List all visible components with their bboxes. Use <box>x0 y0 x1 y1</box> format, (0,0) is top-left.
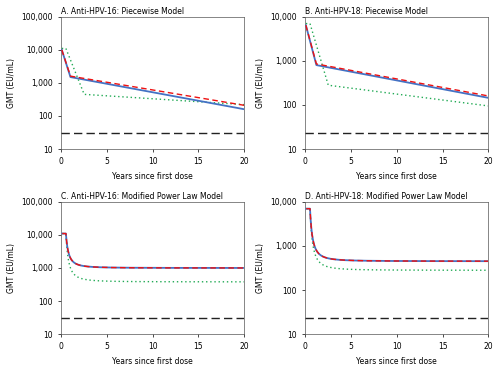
X-axis label: Years since first dose: Years since first dose <box>356 172 437 181</box>
X-axis label: Years since first dose: Years since first dose <box>112 357 193 366</box>
Y-axis label: GMT (EU/mL): GMT (EU/mL) <box>7 58 16 108</box>
Y-axis label: GMT (EU/mL): GMT (EU/mL) <box>256 58 265 108</box>
Y-axis label: GMT (EU/mL): GMT (EU/mL) <box>7 243 16 293</box>
Y-axis label: GMT (EU/mL): GMT (EU/mL) <box>256 243 265 293</box>
Text: D. Anti-HPV-18: Modified Power Law Model: D. Anti-HPV-18: Modified Power Law Model <box>306 192 468 201</box>
X-axis label: Years since first dose: Years since first dose <box>356 357 437 366</box>
X-axis label: Years since first dose: Years since first dose <box>112 172 193 181</box>
Text: B. Anti-HPV-18: Piecewise Model: B. Anti-HPV-18: Piecewise Model <box>306 7 428 16</box>
Text: A. Anti-HPV-16: Piecewise Model: A. Anti-HPV-16: Piecewise Model <box>62 7 184 16</box>
Text: C. Anti-HPV-16: Modified Power Law Model: C. Anti-HPV-16: Modified Power Law Model <box>62 192 224 201</box>
